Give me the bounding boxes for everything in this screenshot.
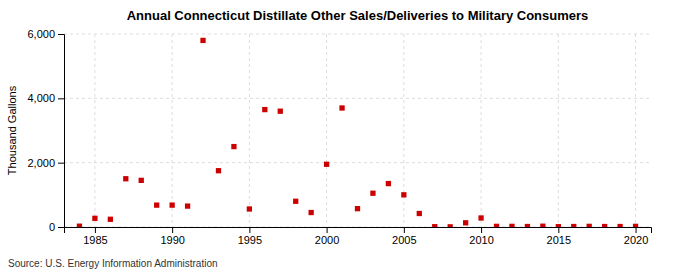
point bbox=[463, 220, 468, 225]
tick-label: 2000 bbox=[315, 234, 339, 246]
tick-mark bbox=[172, 227, 173, 233]
point bbox=[386, 181, 391, 186]
point bbox=[401, 192, 406, 197]
tick-label: 1990 bbox=[160, 234, 184, 246]
grid-line-y bbox=[64, 34, 651, 35]
grid-line-x bbox=[326, 34, 327, 227]
tick: 1990 bbox=[160, 227, 184, 246]
point bbox=[139, 178, 144, 183]
points bbox=[77, 38, 638, 227]
point bbox=[494, 224, 499, 227]
point bbox=[432, 224, 437, 227]
point bbox=[293, 199, 298, 204]
grid-line-x bbox=[481, 34, 482, 227]
point bbox=[200, 38, 205, 43]
point bbox=[278, 109, 283, 114]
tick-mark bbox=[58, 34, 64, 35]
tick: 2000 bbox=[315, 227, 339, 246]
tick-label: 4,000 bbox=[27, 92, 55, 104]
point bbox=[169, 202, 174, 207]
point bbox=[587, 224, 592, 227]
grid-line-x bbox=[403, 34, 404, 227]
tick-label: 2015 bbox=[547, 234, 571, 246]
point bbox=[571, 224, 576, 227]
point bbox=[262, 107, 267, 112]
tick-mark bbox=[327, 227, 328, 233]
grid bbox=[64, 34, 651, 227]
y-axis: 0 2,000 4,000 6,000 bbox=[27, 28, 64, 233]
point bbox=[324, 162, 329, 167]
tick-label: 0 bbox=[49, 221, 55, 233]
point bbox=[123, 176, 128, 181]
tick: 2020 bbox=[624, 227, 648, 246]
grid-line-x bbox=[94, 34, 95, 227]
plot-area: 1985 1990 1995 2000 2005 2010 2015 2020 0 2,000 4,… bbox=[27, 28, 651, 246]
tick: 2005 bbox=[392, 227, 416, 246]
tick-label: 2020 bbox=[624, 234, 648, 246]
tick-mark bbox=[404, 227, 405, 233]
tick-label: 6,000 bbox=[27, 28, 55, 40]
tick-label: 2010 bbox=[469, 234, 493, 246]
axis-line bbox=[65, 228, 652, 234]
point bbox=[478, 215, 483, 220]
tick-mark bbox=[636, 227, 637, 233]
point bbox=[556, 224, 561, 227]
tick-mark bbox=[558, 227, 559, 233]
tick-label: 1995 bbox=[238, 234, 262, 246]
point bbox=[370, 191, 375, 196]
point bbox=[448, 224, 453, 227]
grid-line-y bbox=[64, 162, 651, 163]
point bbox=[617, 224, 622, 227]
point bbox=[154, 202, 159, 207]
x-axis: 1985 1990 1995 2000 2005 2010 2015 2020 bbox=[65, 227, 652, 246]
point bbox=[509, 224, 514, 227]
grid-line-x bbox=[249, 34, 250, 227]
point bbox=[540, 224, 545, 227]
point bbox=[339, 105, 344, 110]
point bbox=[247, 206, 252, 211]
grid-line-x bbox=[172, 34, 173, 227]
point bbox=[602, 224, 607, 227]
point bbox=[108, 217, 113, 222]
tick: 1985 bbox=[83, 227, 107, 246]
point bbox=[216, 168, 221, 173]
point bbox=[355, 206, 360, 211]
tick: 6,000 bbox=[27, 28, 64, 40]
y-axis-title: Thousand Gallons bbox=[6, 85, 18, 175]
point bbox=[417, 211, 422, 216]
tick-label: 2005 bbox=[392, 234, 416, 246]
point bbox=[92, 216, 97, 221]
tick: 0 bbox=[49, 221, 64, 233]
grid-line-y bbox=[64, 98, 651, 99]
point bbox=[633, 224, 638, 227]
tick: 2010 bbox=[469, 227, 493, 246]
tick-mark bbox=[58, 163, 64, 164]
tick-label: 1985 bbox=[83, 234, 107, 246]
point bbox=[309, 210, 314, 215]
axis-line bbox=[58, 35, 65, 228]
tick-mark bbox=[481, 227, 482, 233]
tick: 2015 bbox=[547, 227, 571, 246]
tick: 1995 bbox=[238, 227, 262, 246]
tick-label: 2,000 bbox=[27, 157, 55, 169]
tick: 4,000 bbox=[27, 92, 64, 104]
tick-mark bbox=[249, 227, 250, 233]
point bbox=[185, 203, 190, 208]
title: Annual Connecticut Distillate Other Sale… bbox=[127, 8, 589, 23]
tick: 2,000 bbox=[27, 157, 64, 169]
point bbox=[525, 224, 530, 227]
point bbox=[77, 224, 82, 227]
grid-line-x bbox=[635, 34, 636, 227]
point bbox=[231, 144, 236, 149]
tick-mark bbox=[58, 98, 64, 99]
tick-mark bbox=[58, 227, 64, 228]
chart: 1985 1990 1995 2000 2005 2010 2015 2020 0 2,000 4,… bbox=[0, 0, 675, 275]
tick-mark bbox=[95, 227, 96, 233]
source: Source: U.S. Energy Information Administ… bbox=[8, 258, 218, 269]
grid-line-x bbox=[558, 34, 559, 227]
